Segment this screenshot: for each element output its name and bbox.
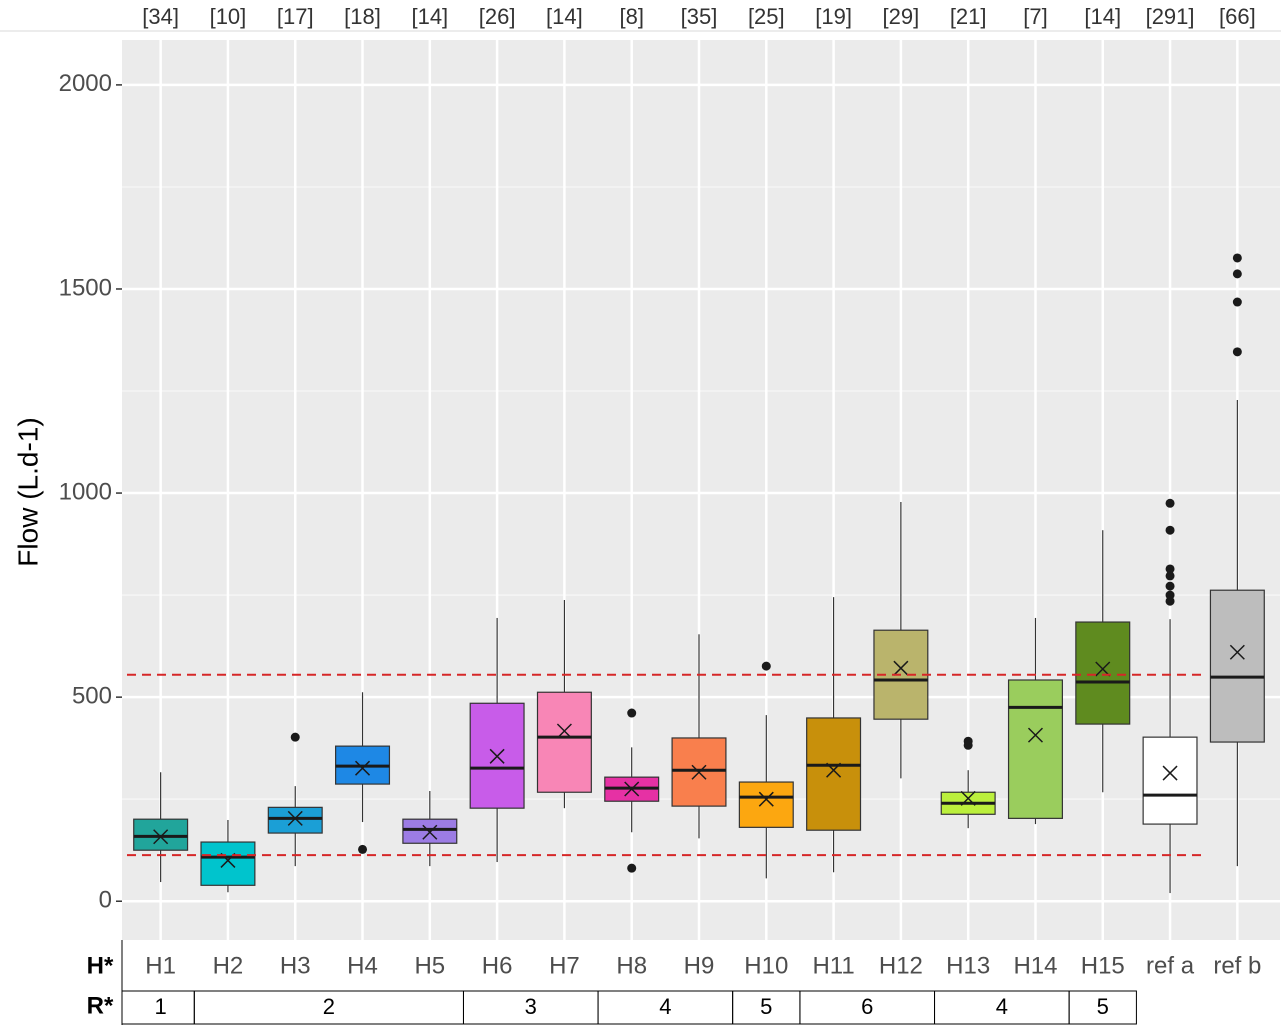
mean-marker [287,810,303,826]
outlier [290,732,300,742]
box [1075,621,1131,725]
mean-marker [893,660,909,676]
x-tick-label: H12 [879,952,923,979]
sample-size: [19] [815,4,852,29]
group-label: 4 [659,994,671,1019]
group-label: 3 [525,994,537,1019]
mean-marker [691,764,707,780]
x-tick-label: H14 [1013,952,1057,979]
mean-marker [422,824,438,840]
outlier [1232,297,1242,307]
y-tick-label: 500 [72,682,112,709]
outlier [1232,253,1242,263]
y-tick-label: 0 [99,887,112,914]
box [133,818,189,851]
outlier [627,863,637,873]
sample-size: [14] [411,4,448,29]
outlier [1232,269,1242,279]
outlier [761,661,771,671]
mean-marker [354,760,371,776]
outlier [1165,581,1175,591]
outlier [1232,347,1242,357]
sample-size: [66] [1219,4,1256,29]
mean-marker [1162,765,1178,781]
sample-size: [14] [546,4,583,29]
sample-size: [7] [1023,4,1047,29]
x-tick-label: H15 [1081,952,1125,979]
mean-marker [1229,644,1245,660]
mean-marker [960,790,976,806]
sample-size: [14] [1084,4,1121,29]
mean-marker [624,781,640,797]
x-tick-label: H10 [744,952,788,979]
y-axis-title: Flow (L.d-1) [12,417,43,566]
sample-size: [17] [277,4,314,29]
mean-marker [489,748,505,764]
y-tick-label: 1500 [59,274,112,301]
mean-marker [556,723,572,739]
outlier [1165,564,1175,574]
outlier [358,844,368,854]
box [1142,736,1198,825]
outlier [1165,571,1175,581]
sample-size: [21] [950,4,987,29]
x-tick-label: H11 [812,952,854,979]
x-tick-label: H9 [684,952,715,979]
mean-marker [1095,661,1111,677]
sample-size: [8] [619,4,643,29]
mean-marker [1027,727,1044,743]
sample-size: [29] [883,4,920,29]
y-tick-label: 2000 [59,70,112,97]
x-tick-label: H3 [280,952,311,979]
x-tick-label: H6 [482,952,513,979]
x-tick-label: H5 [414,952,445,979]
sample-size: [26] [479,4,516,29]
group-label: 2 [323,994,335,1019]
sample-size: [10] [210,4,247,29]
x-tick-label: H1 [145,952,176,979]
group-label: 4 [996,994,1008,1019]
outlier [1165,525,1175,535]
outlier [1165,596,1175,606]
x-tick-label: H4 [347,952,378,979]
sample-size: [291] [1146,4,1195,29]
box [200,841,256,886]
mean-marker [153,829,169,845]
group-label: 6 [861,994,873,1019]
box [806,717,862,831]
outlier [963,740,973,750]
x-tick-label: H7 [549,952,580,979]
box [1209,589,1265,743]
x-tick-label: H13 [946,952,990,979]
x-tick-label: ref a [1146,952,1195,979]
row-label: R* [87,992,114,1019]
outlier [627,708,637,718]
group-label: 1 [155,994,167,1019]
group-label: 5 [1097,994,1109,1019]
mean-marker [826,762,842,778]
mean-marker [758,791,774,807]
group-cell [1068,990,1137,1025]
box [1007,679,1063,819]
x-tick-label: ref b [1213,952,1261,979]
x-tick-label: H2 [213,952,244,979]
x-tick-label: H8 [616,952,647,979]
sample-size: [35] [681,4,718,29]
outlier [1165,498,1175,508]
box [738,781,794,828]
group-label: 5 [760,994,772,1019]
sample-size: [34] [142,4,179,29]
box [536,691,592,793]
row-label: H* [87,952,114,979]
sample-size: [25] [748,4,785,29]
y-tick-label: 1000 [59,478,112,505]
sample-size: [18] [344,4,381,29]
box [267,806,323,834]
